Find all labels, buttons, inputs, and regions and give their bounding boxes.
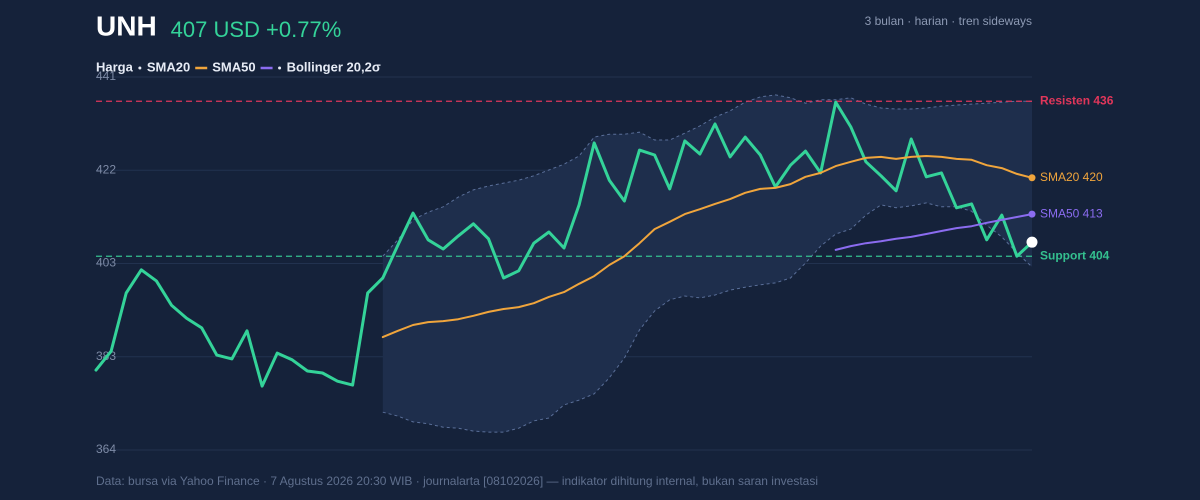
bollinger-upper — [382, 94, 1032, 257]
legend-label: Harga — [96, 59, 134, 74]
end-dot — [1028, 210, 1036, 218]
price-headline: 407 USD +0.77% — [171, 17, 342, 42]
series-line — [94, 100, 1034, 388]
legend-label: SMA50 — [212, 59, 255, 74]
end-dot — [1028, 174, 1036, 182]
y-tick-label: 441 — [96, 69, 116, 83]
legend-label: Bollinger 20,2σ — [287, 59, 381, 74]
series-line — [381, 155, 1033, 339]
end-label: SMA50 413 — [1040, 206, 1103, 220]
legend-label: SMA20 — [147, 59, 190, 74]
y-tick-label: 403 — [96, 256, 116, 270]
chart-note: 3 bulan · harian · tren sideways — [865, 14, 1032, 28]
bollinger-band — [382, 94, 1032, 433]
last-price-dot — [1026, 236, 1038, 248]
bollinger-lower — [382, 202, 1033, 433]
level-label: Support 404 — [1040, 248, 1110, 262]
legend: Harga SMA20 SMA50 Bollinger 20,2σ — [96, 59, 381, 74]
legend-separator — [278, 66, 282, 70]
y-tick-label: 422 — [96, 162, 116, 176]
level-label: Resisten 436 — [1040, 93, 1114, 107]
y-tick-label: 364 — [96, 442, 116, 456]
end-label: SMA20 420 — [1040, 170, 1103, 184]
source-note: Data: bursa via Yahoo Finance · 7 Agustu… — [96, 474, 818, 488]
chart-title: UNH — [96, 10, 157, 41]
legend-separator — [138, 66, 142, 70]
series-line — [834, 213, 1033, 251]
